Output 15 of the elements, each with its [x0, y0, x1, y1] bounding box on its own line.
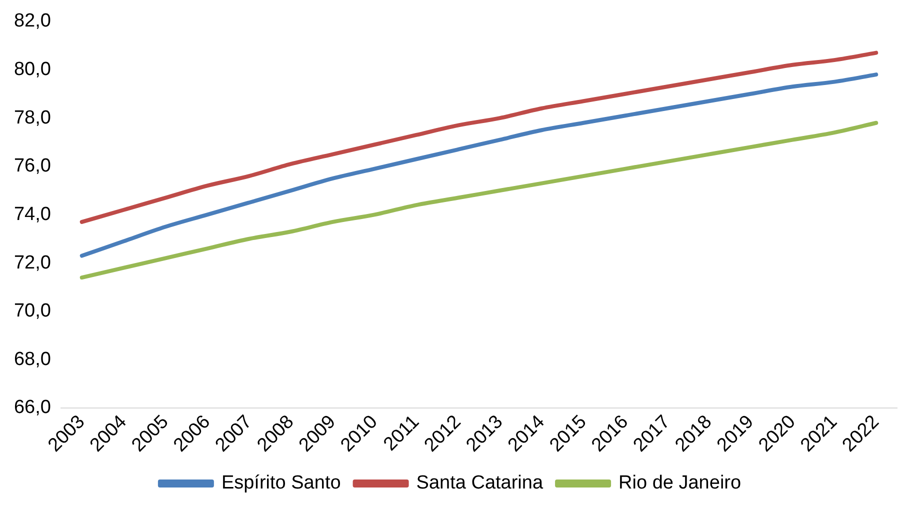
- line-series: [80, 50, 878, 224]
- y-tick-label: 82,0: [14, 10, 51, 32]
- y-tick-label: 72,0: [14, 252, 51, 274]
- y-tick-label: 70,0: [14, 300, 51, 322]
- y-tick-label: 80,0: [14, 58, 51, 80]
- legend-label: Rio de Janeiro: [618, 472, 742, 494]
- y-tick-label: 74,0: [14, 204, 51, 225]
- y-tick-label: 68,0: [14, 348, 51, 370]
- legend-label: Santa Catarina: [416, 472, 544, 494]
- y-tick-label: 76,0: [14, 156, 51, 177]
- y-tick-label: 66,0: [14, 397, 51, 418]
- line-series: [80, 72, 878, 258]
- y-tick-label: 78,0: [14, 107, 51, 128]
- legend-label: Espírito Santo: [221, 472, 341, 494]
- line-series: [80, 120, 878, 280]
